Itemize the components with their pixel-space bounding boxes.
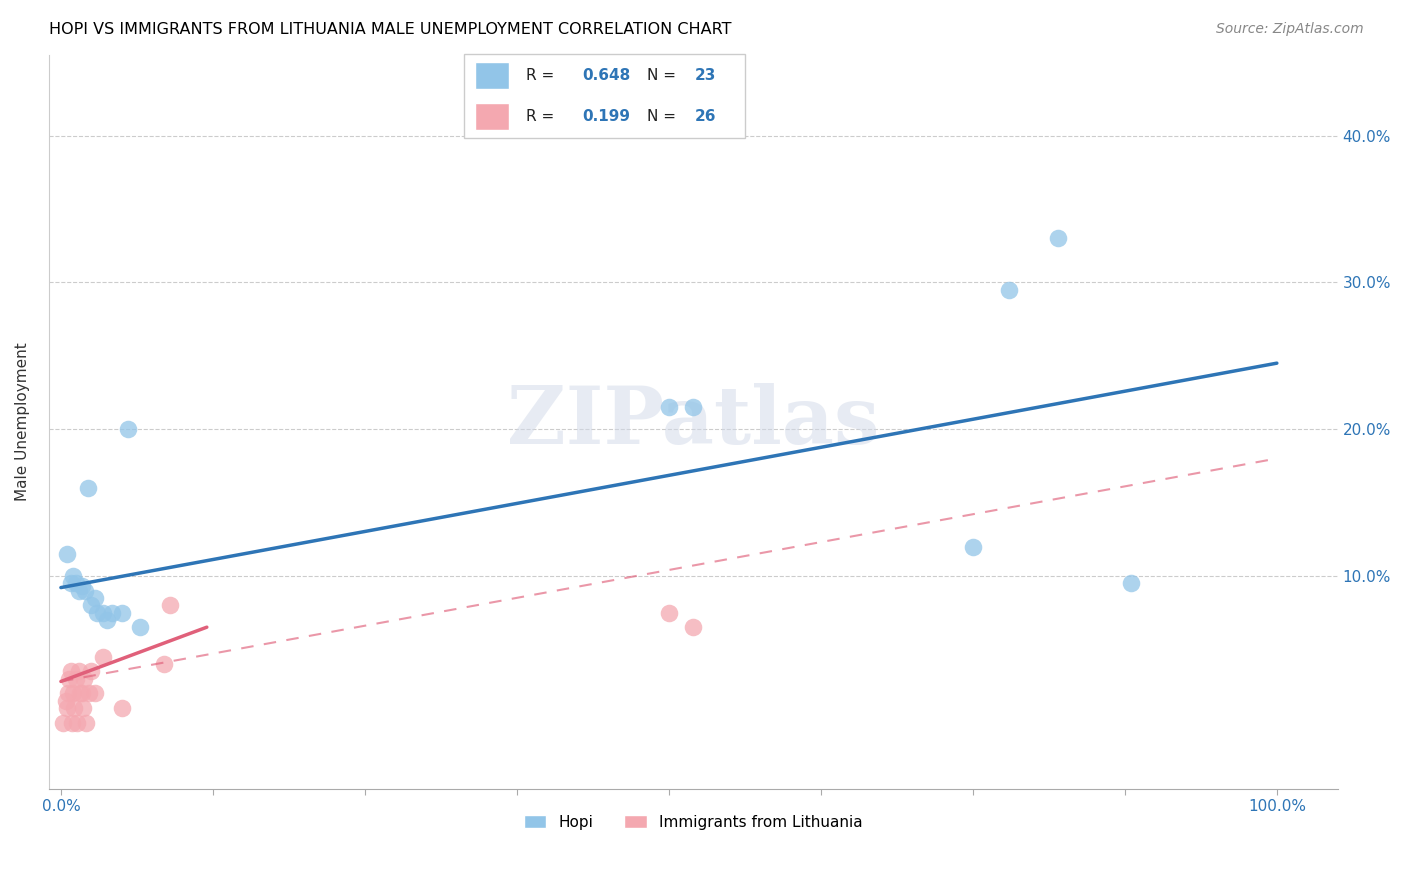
Point	[658, 400, 681, 414]
Point	[75, 583, 97, 598]
Text: R =: R =	[526, 109, 564, 124]
Point	[962, 540, 984, 554]
Text: N =: N =	[647, 68, 681, 83]
Point	[56, 547, 79, 561]
Text: ZIPatlas: ZIPatlas	[508, 383, 879, 461]
Text: N =: N =	[647, 109, 681, 124]
Point	[159, 598, 181, 612]
Text: 0.648: 0.648	[582, 68, 630, 83]
Point	[84, 591, 107, 605]
Point	[76, 481, 98, 495]
Point	[93, 649, 115, 664]
Text: R =: R =	[526, 68, 560, 83]
Point	[65, 672, 87, 686]
Point	[682, 400, 704, 414]
Point	[93, 606, 115, 620]
Point	[70, 686, 93, 700]
Point	[84, 686, 107, 700]
Point	[75, 715, 97, 730]
Point	[129, 620, 152, 634]
Point	[117, 422, 139, 436]
FancyBboxPatch shape	[475, 62, 509, 89]
Point	[59, 664, 82, 678]
Point	[52, 715, 75, 730]
Point	[153, 657, 176, 671]
FancyBboxPatch shape	[475, 103, 509, 130]
Point	[80, 664, 103, 678]
Point	[96, 613, 118, 627]
Text: 26: 26	[695, 109, 716, 124]
Point	[682, 620, 704, 634]
Point	[66, 715, 89, 730]
Point	[58, 686, 80, 700]
Text: HOPI VS IMMIGRANTS FROM LITHUANIA MALE UNEMPLOYMENT CORRELATION CHART: HOPI VS IMMIGRANTS FROM LITHUANIA MALE U…	[49, 22, 731, 37]
Legend: Hopi, Immigrants from Lithuania: Hopi, Immigrants from Lithuania	[517, 809, 869, 836]
Point	[73, 672, 96, 686]
Point	[58, 672, 80, 686]
Point	[55, 693, 77, 707]
Point	[80, 598, 103, 612]
Point	[67, 583, 90, 598]
Point	[77, 686, 100, 700]
Point	[67, 664, 90, 678]
Point	[101, 606, 124, 620]
Point	[111, 701, 134, 715]
Point	[62, 686, 84, 700]
Point	[1119, 576, 1142, 591]
Point	[69, 686, 91, 700]
Point	[111, 606, 134, 620]
Point	[63, 701, 86, 715]
Point	[56, 701, 79, 715]
Text: Source: ZipAtlas.com: Source: ZipAtlas.com	[1216, 22, 1364, 37]
Point	[658, 606, 681, 620]
Point	[60, 715, 83, 730]
Point	[1046, 231, 1069, 245]
FancyBboxPatch shape	[464, 54, 745, 138]
Point	[86, 606, 108, 620]
Text: 23: 23	[695, 68, 716, 83]
Point	[62, 569, 84, 583]
Point	[59, 576, 82, 591]
Point	[998, 283, 1021, 297]
Text: 0.199: 0.199	[582, 109, 630, 124]
Point	[70, 579, 93, 593]
Y-axis label: Male Unemployment: Male Unemployment	[15, 343, 30, 501]
Point	[65, 576, 87, 591]
Point	[72, 701, 94, 715]
